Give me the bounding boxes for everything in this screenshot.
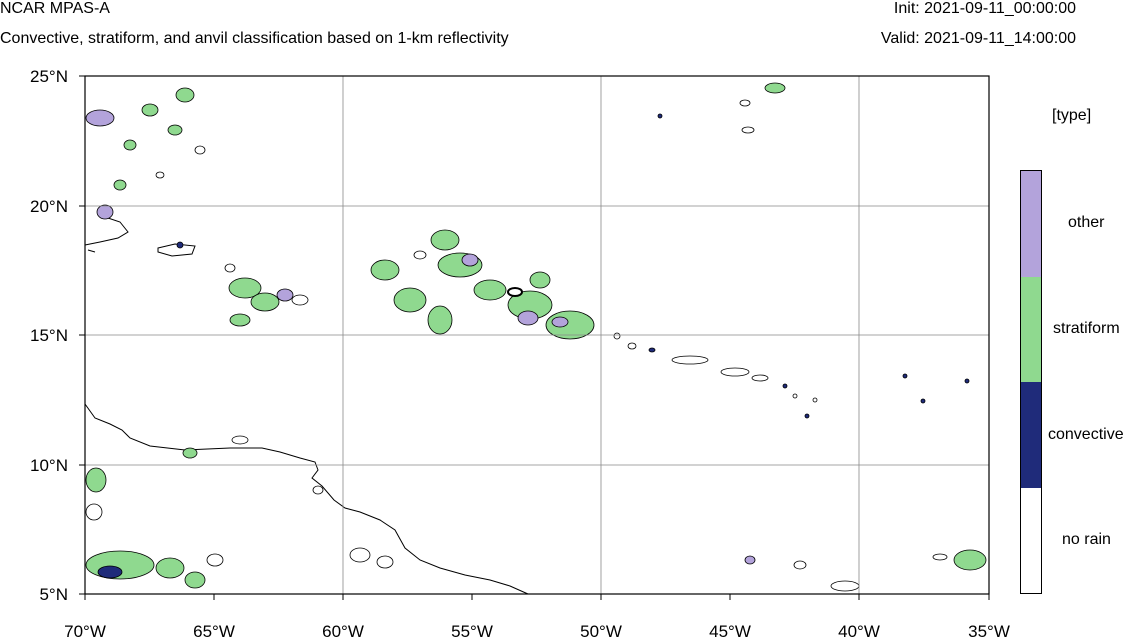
lat-label: 15°N [30,326,68,345]
map-subtitle: Convective, stratiform, and anvil classi… [0,30,509,47]
lat-labels: 25°N 20°N 15°N 10°N 5°N [30,67,68,604]
lat-label: 25°N [30,67,68,86]
legend-label-convective: convective [1048,426,1124,443]
lon-label: 55°W [451,622,493,641]
lon-label: 70°W [64,622,106,641]
valid-time: Valid: 2021-09-11_14:00:00 [880,30,1076,47]
legend-label-other: other [1068,214,1105,231]
lon-label: 65°W [193,622,235,641]
precip-cluster-ne [657,82,786,134]
precip-features [85,82,987,592]
lat-label: 20°N [30,197,68,216]
lon-labels: 70°W 65°W 60°W 55°W 50°W 45°W 40°W 35°W [64,622,1010,641]
legend-label-no-rain: no rain [1062,531,1111,548]
precip-cluster-sw [85,435,249,589]
legend-swatch-other [1021,171,1041,277]
coastline-hispaniola [84,217,129,246]
legend-label-stratiform: stratiform [1053,320,1120,337]
legend-swatch-stratiform [1021,277,1041,382]
lon-label: 50°W [580,622,622,641]
precip-cluster-main [370,229,595,340]
lon-label: 60°W [322,622,364,641]
precip-cluster-se [744,373,987,592]
lon-label: 40°W [838,622,880,641]
legend-swatch-convective [1021,382,1041,488]
precip-cluster-nw [85,87,206,249]
precip-band-east [613,332,818,419]
precip-cluster-west-central [224,263,309,327]
coastlines [84,217,529,595]
legend-swatch-no-rain [1021,488,1041,593]
coastline-puerto-rico [157,243,196,257]
map-title: NCAR MPAS-A [0,0,110,17]
lon-label: 35°W [968,622,1010,641]
precip-cluster-s [312,485,394,569]
legend-colorbar [1020,170,1042,594]
gridlines [85,76,989,594]
init-time: Init: 2021-09-11_00:00:00 [893,0,1076,17]
lon-label: 45°W [709,622,751,641]
coastline-south-america [84,403,529,595]
lat-label: 5°N [39,585,68,604]
axis-ticks [79,75,990,600]
legend-title: [type] [1052,107,1092,124]
island-outline [87,249,96,253]
lat-label: 10°N [30,456,68,475]
